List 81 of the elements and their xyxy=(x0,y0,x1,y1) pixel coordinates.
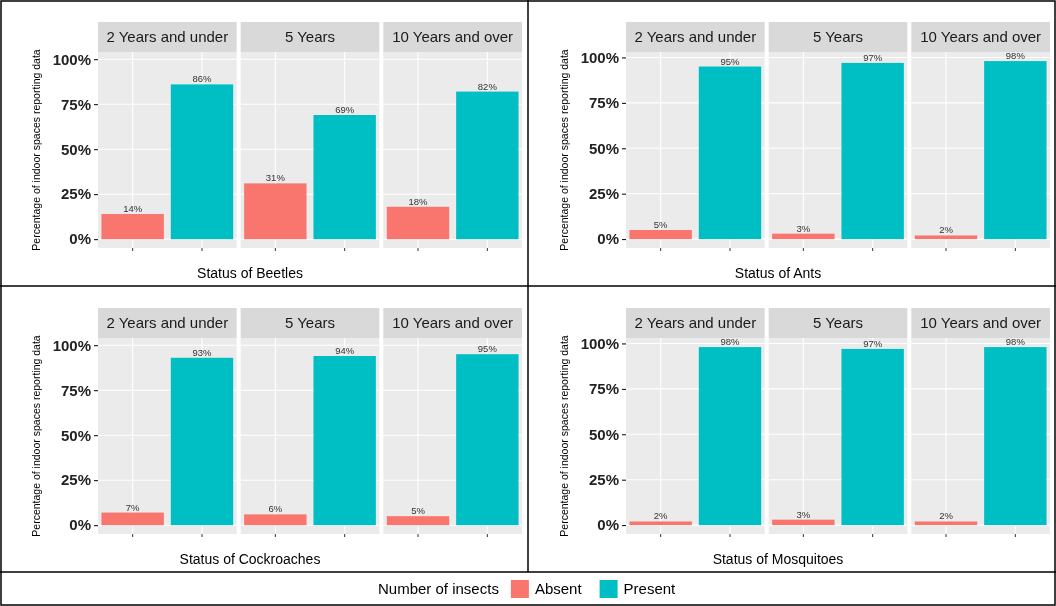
legend-label: Absent xyxy=(534,580,583,597)
y-tick-label: 25% xyxy=(60,471,91,489)
x-tick-label: 10 Years and over xyxy=(392,314,514,331)
data-label: 98% xyxy=(1005,50,1026,62)
y-tick-label: 0% xyxy=(69,516,91,534)
legend-label: Present xyxy=(623,580,677,597)
x-tick-label: 5 Years xyxy=(284,28,336,45)
bar xyxy=(386,516,450,526)
data-label: 98% xyxy=(1005,336,1026,348)
y-tick-label: 0% xyxy=(597,230,619,248)
x-tick-label: 5 Years xyxy=(284,314,336,331)
bar xyxy=(386,206,450,240)
data-label: 98% xyxy=(720,336,741,348)
y-tick-label: 100% xyxy=(52,50,91,68)
bar xyxy=(244,514,307,526)
x-tick-label: 10 Years and over xyxy=(392,28,514,45)
y-tick-label: 75% xyxy=(60,95,91,113)
bar xyxy=(244,183,307,240)
y-tick-label: 25% xyxy=(588,184,619,202)
y-tick-label: 100% xyxy=(52,336,91,354)
data-label: 86% xyxy=(192,73,213,85)
x-axis-title: Status of Mosquitoes xyxy=(712,551,844,567)
y-tick-label: 50% xyxy=(60,140,91,158)
data-label: 31% xyxy=(265,172,286,184)
y-tick-label: 75% xyxy=(60,381,91,399)
data-label: 6% xyxy=(268,503,283,515)
data-label: 14% xyxy=(123,202,143,214)
y-tick-label: 25% xyxy=(60,185,91,203)
bar xyxy=(313,114,376,240)
y-tick-label: 75% xyxy=(588,94,619,112)
y-tick-label: 0% xyxy=(69,230,91,248)
y-tick-label: 50% xyxy=(588,425,619,443)
data-label: 2% xyxy=(939,224,954,236)
x-tick-label: 10 Years and over xyxy=(920,28,1042,45)
bar xyxy=(772,233,835,240)
x-axis-title: Status of Cockroaches xyxy=(179,551,321,567)
x-tick-label: 5 Years xyxy=(812,28,864,45)
y-axis-title: Percentage of indoor spaces reporting data xyxy=(30,335,42,537)
data-label: 97% xyxy=(863,337,883,349)
bar xyxy=(629,521,692,526)
bar xyxy=(101,213,164,240)
y-axis-title: Percentage of indoor spaces reporting data xyxy=(30,49,42,251)
data-label: 69% xyxy=(335,103,355,115)
bar xyxy=(914,521,978,526)
bar xyxy=(456,91,519,240)
y-tick-label: 0% xyxy=(597,516,619,534)
legend-title: Number of insects xyxy=(378,580,499,597)
data-label: 95% xyxy=(477,343,498,355)
data-label: 95% xyxy=(720,55,741,67)
x-tick-label: 2 Years and under xyxy=(634,28,757,45)
data-label: 3% xyxy=(796,508,811,520)
x-axis-title: Status of Beetles xyxy=(197,265,303,281)
data-label: 82% xyxy=(477,80,498,92)
data-label: 3% xyxy=(796,222,811,234)
y-tick-label: 100% xyxy=(580,48,619,66)
bar xyxy=(772,519,835,526)
data-label: 2% xyxy=(939,510,954,522)
x-tick-label: 2 Years and under xyxy=(106,314,229,331)
y-tick-label: 50% xyxy=(60,426,91,444)
x-axis-title: Status of Ants xyxy=(734,265,822,281)
data-label: 2% xyxy=(653,510,669,522)
x-tick-label: 5 Years xyxy=(812,314,864,331)
data-label: 93% xyxy=(192,346,213,358)
data-label: 7% xyxy=(125,501,141,513)
data-label: 5% xyxy=(653,219,669,231)
bar xyxy=(101,512,164,526)
y-axis-title: Percentage of indoor spaces reporting data xyxy=(558,335,570,537)
bar xyxy=(629,230,692,240)
x-tick-label: 10 Years and over xyxy=(920,314,1042,331)
data-label: 94% xyxy=(335,345,355,356)
y-tick-label: 75% xyxy=(588,380,619,398)
x-tick-label: 2 Years and under xyxy=(634,314,757,331)
y-tick-label: 100% xyxy=(580,334,619,352)
data-label: 5% xyxy=(411,505,426,517)
y-tick-label: 25% xyxy=(588,470,619,488)
x-tick-label: 2 Years and under xyxy=(106,28,229,45)
y-tick-label: 50% xyxy=(588,139,619,157)
y-axis-title: Percentage of indoor spaces reporting data xyxy=(558,49,570,251)
data-label: 97% xyxy=(863,51,883,63)
bar xyxy=(914,235,978,240)
data-label: 18% xyxy=(408,195,429,207)
